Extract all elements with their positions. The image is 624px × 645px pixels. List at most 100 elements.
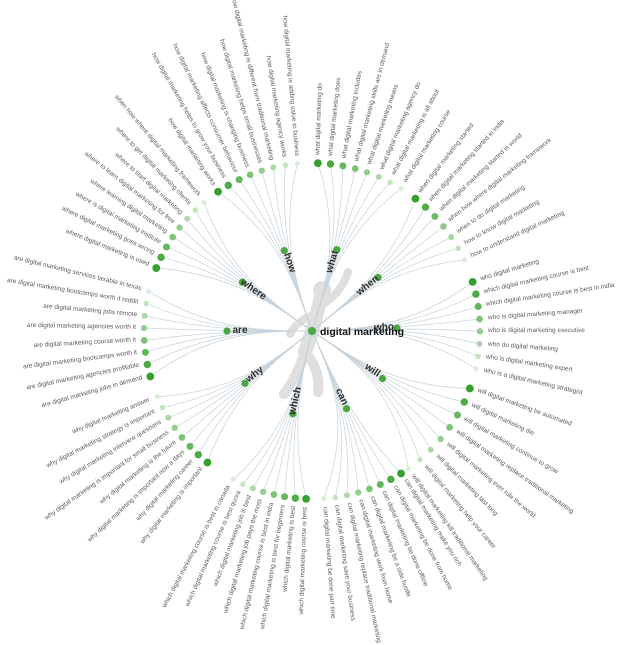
leaf-dot[interactable] bbox=[154, 394, 160, 400]
leaf-dot[interactable] bbox=[159, 404, 166, 411]
leaf-dot[interactable] bbox=[421, 203, 430, 211]
leaf-dot[interactable] bbox=[214, 187, 222, 196]
leaf-dot[interactable] bbox=[453, 411, 462, 419]
leaf-dot[interactable] bbox=[146, 372, 155, 381]
leaf-dot[interactable] bbox=[141, 312, 148, 319]
leaf-dot[interactable] bbox=[474, 302, 482, 310]
leaf-dot[interactable] bbox=[176, 224, 183, 231]
connector-line bbox=[311, 330, 359, 493]
leaf-dot[interactable] bbox=[270, 164, 277, 171]
leaf-dot[interactable] bbox=[387, 475, 395, 484]
branch-dot[interactable] bbox=[378, 374, 387, 383]
leaf-dot[interactable] bbox=[258, 167, 265, 174]
leaf-dot[interactable] bbox=[186, 442, 194, 450]
leaf-dot[interactable] bbox=[417, 456, 423, 463]
leaf-dot[interactable] bbox=[398, 185, 404, 192]
leaf-dot[interactable] bbox=[448, 234, 455, 241]
connector-line bbox=[311, 181, 391, 332]
branch-label-are[interactable]: are bbox=[232, 325, 248, 336]
leaf-dot[interactable] bbox=[260, 488, 267, 495]
leaf-dot[interactable] bbox=[313, 159, 322, 168]
leaf-dot[interactable] bbox=[152, 264, 161, 272]
leaf-dot[interactable] bbox=[437, 435, 444, 443]
leaf-dot[interactable] bbox=[473, 366, 479, 372]
leaf-dot[interactable] bbox=[351, 165, 359, 172]
branch-dot[interactable] bbox=[333, 246, 341, 254]
leaf-dot[interactable] bbox=[476, 340, 483, 347]
leaf-dot[interactable] bbox=[157, 253, 165, 262]
leaf-dot[interactable] bbox=[294, 161, 300, 167]
branch-label-who[interactable]: who bbox=[373, 322, 395, 334]
leaf-dot[interactable] bbox=[224, 181, 232, 190]
leaf-dot[interactable] bbox=[281, 493, 289, 501]
leaf-dot[interactable] bbox=[321, 495, 327, 502]
leaf-dot[interactable] bbox=[194, 450, 202, 459]
leaf-dot[interactable] bbox=[162, 243, 171, 251]
leaf-dot[interactable] bbox=[201, 199, 207, 205]
connector-line bbox=[311, 163, 335, 332]
leaf-dot[interactable] bbox=[143, 360, 152, 369]
leaf-dot[interactable] bbox=[240, 481, 246, 487]
leaf-dot[interactable] bbox=[397, 469, 405, 478]
leaf-dot[interactable] bbox=[171, 424, 178, 431]
leaf-dot[interactable] bbox=[326, 160, 335, 168]
leaf-dot[interactable] bbox=[476, 315, 483, 323]
leaf-dot[interactable] bbox=[140, 324, 148, 332]
leaf-dot[interactable] bbox=[465, 384, 474, 393]
leaf-dot[interactable] bbox=[387, 179, 393, 186]
leaf-dot[interactable] bbox=[468, 277, 477, 286]
leaf-dot[interactable] bbox=[165, 414, 172, 421]
connector-line bbox=[311, 330, 409, 469]
branch-dot[interactable] bbox=[280, 247, 288, 255]
leaf-dot[interactable] bbox=[339, 162, 347, 170]
leaf-dot[interactable] bbox=[472, 290, 480, 298]
leaf-dot[interactable] bbox=[476, 328, 484, 335]
leaf-dot[interactable] bbox=[178, 434, 186, 441]
leaf-dot[interactable] bbox=[143, 300, 150, 307]
leaf-dot[interactable] bbox=[235, 176, 243, 184]
connector-line bbox=[311, 330, 470, 389]
branch-dot[interactable] bbox=[241, 379, 249, 387]
leaf-dot[interactable] bbox=[141, 348, 149, 356]
leaf-dot[interactable] bbox=[376, 480, 384, 489]
leaf-dot[interactable] bbox=[169, 233, 177, 241]
leaf-dot[interactable] bbox=[332, 494, 339, 501]
leaf-dot[interactable] bbox=[302, 494, 311, 503]
branch-dot[interactable] bbox=[289, 410, 297, 418]
leaf-dot[interactable] bbox=[140, 337, 148, 344]
leaf-dot[interactable] bbox=[192, 207, 199, 213]
leaf-dot[interactable] bbox=[184, 215, 191, 222]
branch-dot[interactable] bbox=[238, 278, 246, 286]
leaf-dot[interactable] bbox=[343, 492, 350, 499]
leaf-dot[interactable] bbox=[375, 173, 382, 180]
leaf-dot[interactable] bbox=[282, 162, 289, 168]
leaf-dot[interactable] bbox=[461, 257, 467, 263]
leaf-dot[interactable] bbox=[270, 491, 278, 498]
leaf-dot[interactable] bbox=[455, 245, 462, 252]
question-label[interactable]: who is digital marketing executive bbox=[480, 326, 585, 336]
leaf-dot[interactable] bbox=[440, 223, 447, 230]
question-text: who is digital marketing executive bbox=[487, 327, 585, 335]
leaf-dot[interactable] bbox=[146, 288, 152, 295]
leaf-dot[interactable] bbox=[366, 485, 373, 493]
leaf-dot[interactable] bbox=[411, 194, 420, 203]
branch-dot[interactable] bbox=[223, 327, 231, 335]
leaf-dot[interactable] bbox=[246, 171, 254, 179]
leaf-dot[interactable] bbox=[230, 476, 236, 482]
leaf-dot[interactable] bbox=[427, 446, 434, 453]
branch-dot[interactable] bbox=[342, 405, 351, 413]
branch-dot[interactable] bbox=[393, 324, 401, 332]
branch-dot[interactable] bbox=[374, 273, 382, 282]
leaf-dot[interactable] bbox=[431, 212, 439, 220]
leaf-dot[interactable] bbox=[291, 494, 300, 502]
leaf-dot[interactable] bbox=[249, 485, 256, 492]
connector-line bbox=[311, 330, 392, 480]
leaf-dot[interactable] bbox=[203, 458, 212, 467]
leaf-dot[interactable] bbox=[460, 398, 468, 406]
leaf-dot[interactable] bbox=[355, 489, 362, 496]
center-dot[interactable] bbox=[308, 327, 316, 335]
leaf-dot[interactable] bbox=[363, 169, 371, 176]
leaf-dot[interactable] bbox=[475, 353, 481, 360]
leaf-dot[interactable] bbox=[405, 466, 411, 472]
leaf-dot[interactable] bbox=[446, 424, 453, 431]
